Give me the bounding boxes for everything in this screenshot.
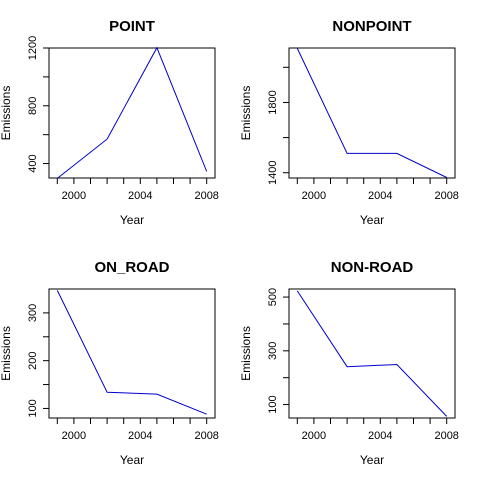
plot-frame [288, 47, 456, 179]
x-axis-label: Year [120, 453, 144, 467]
x-tick-label: 2008 [194, 190, 218, 202]
y-tick-label: 100 [267, 395, 279, 413]
y-tick-label: 800 [27, 97, 39, 115]
y-tick-label: 300 [267, 342, 279, 360]
chart-panel-3: ON_ROAD Year Emissions 2000 2004 2008 100 200 30… [0, 259, 219, 467]
x-tick-label: 2008 [194, 430, 218, 442]
x-tick-label: 2000 [62, 430, 86, 442]
x-tick-label: 2008 [434, 430, 458, 442]
series-line [296, 290, 448, 417]
chart-title: ON_ROAD [94, 259, 169, 276]
x-tick-label: 2000 [62, 190, 86, 202]
y-tick-label: 400 [27, 154, 39, 172]
x-tick-label: 2004 [128, 430, 152, 442]
y-tick-label: 1400 [267, 160, 279, 184]
y-tick-label: 1200 [27, 36, 39, 60]
x-axis-label: Year [360, 453, 384, 467]
y-tick-label: 1800 [267, 90, 279, 114]
y-tick-label: 500 [267, 288, 279, 306]
chart-panel-2: NONPOINT Year Emissions 2000 2004 2008 1400 180… [239, 18, 459, 227]
series-line [56, 290, 207, 415]
chart-panel-1: POINT Year Emissions 2000 2004 2008 400 800 1200 [0, 18, 219, 227]
x-tick-label: 2004 [368, 430, 392, 442]
plot-frame [288, 288, 456, 419]
y-tick-label: 200 [27, 351, 39, 369]
y-axis-label: Emissions [239, 326, 253, 381]
y-axis-label: Emissions [0, 326, 13, 381]
plot-frame [48, 288, 216, 419]
y-axis-label: Emissions [0, 86, 13, 141]
chart-panel-4: NON-ROAD Year Emissions 2000 2004 2008 100 300 5… [239, 259, 459, 467]
y-tick-label: 100 [27, 399, 39, 417]
y-tick-label: 300 [27, 304, 39, 322]
x-tick-label: 2004 [128, 190, 152, 202]
series-line [56, 46, 208, 179]
series-line [296, 48, 447, 178]
x-axis-label: Year [120, 213, 144, 227]
x-tick-label: 2008 [434, 190, 458, 202]
x-axis-label: Year [360, 213, 384, 227]
chart-title: NONPOINT [332, 18, 411, 35]
x-tick-label: 2004 [368, 190, 392, 202]
chart-title: POINT [109, 18, 155, 35]
x-tick-label: 2000 [302, 190, 326, 202]
y-axis-label: Emissions [239, 86, 253, 141]
x-tick-label: 2000 [302, 430, 326, 442]
chart-title: NON-ROAD [331, 259, 414, 276]
plot-frame [48, 47, 216, 179]
